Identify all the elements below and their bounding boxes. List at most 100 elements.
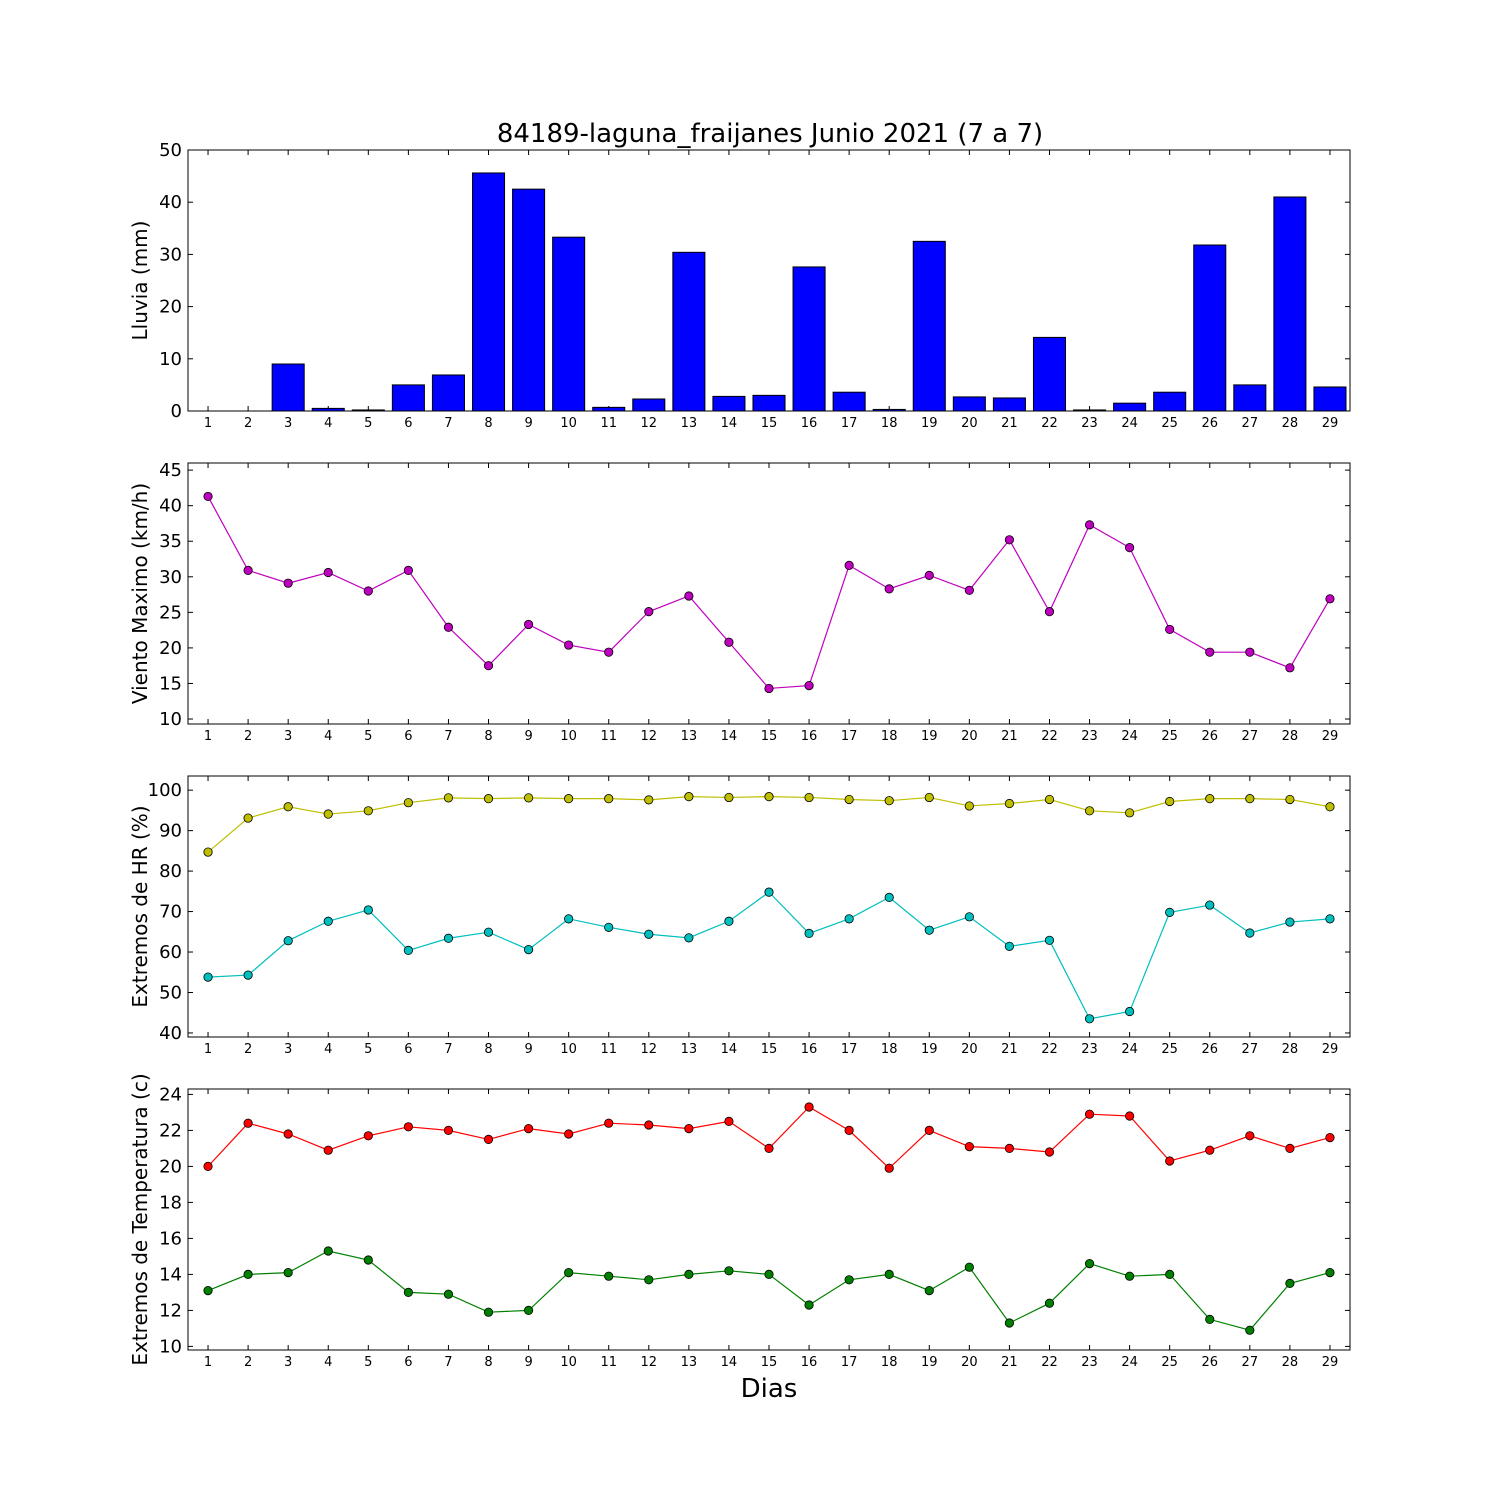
data-point: [844, 1275, 854, 1285]
x-tick-label: 11: [600, 729, 617, 744]
data-point: [323, 567, 333, 578]
x-tick-label: 16: [801, 1355, 818, 1370]
y-tick-label: 40: [159, 1023, 182, 1044]
x-tick-label: 20: [961, 729, 978, 744]
data-point: [1285, 1278, 1295, 1289]
y-tick-label: 40: [159, 192, 182, 213]
figure-title: 84189-laguna_fraijanes Junio 2021 (7 a 7…: [497, 119, 1043, 149]
x-tick-label: 3: [284, 1042, 292, 1057]
x-tick-label: 25: [1161, 416, 1178, 431]
data-point: [1285, 794, 1295, 805]
data-point: [1325, 594, 1335, 604]
data-point: [564, 914, 574, 924]
x-tick-label: 6: [404, 416, 412, 431]
x-tick-label: 15: [761, 1355, 778, 1370]
data-point: [1125, 1006, 1135, 1017]
data-point: [804, 792, 814, 803]
data-point: [604, 794, 614, 804]
x-tick-label: 17: [841, 729, 858, 744]
data-point: [1285, 1143, 1295, 1154]
data-point: [644, 1120, 654, 1130]
data-point: [564, 640, 574, 650]
x-tick-label: 25: [1161, 729, 1178, 744]
y-axis-label: Extremos de Temperatura (c): [128, 1073, 152, 1365]
data-point: [1285, 917, 1295, 927]
data-point: [764, 792, 774, 802]
x-tick-label: 24: [1121, 1042, 1138, 1057]
x-tick-label: 12: [641, 1355, 658, 1370]
x-tick-label: 18: [881, 1042, 898, 1057]
data-point: [884, 584, 894, 594]
data-point: [684, 591, 694, 601]
data-point: [1004, 535, 1015, 545]
x-tick-label: 21: [1001, 1042, 1018, 1057]
data-point: [1044, 794, 1055, 805]
x-tick-label: 26: [1201, 1355, 1218, 1370]
data-point: [724, 792, 734, 803]
x-tick-label: 10: [560, 729, 577, 744]
data-point: [203, 972, 213, 982]
x-tick-label: 23: [1081, 416, 1098, 431]
bar: [1273, 196, 1307, 412]
data-point: [804, 1102, 814, 1112]
data-point: [884, 1163, 894, 1173]
bar: [391, 384, 425, 412]
x-tick-label: 7: [444, 1355, 452, 1370]
data-point: [1165, 907, 1175, 917]
data-point: [1004, 941, 1015, 951]
x-tick-label: 26: [1201, 1042, 1218, 1057]
data-point: [964, 1142, 974, 1152]
y-tick-label: 20: [159, 1156, 182, 1177]
data-point: [884, 796, 894, 806]
x-tick-label: 2: [244, 1042, 252, 1057]
data-point: [924, 570, 934, 580]
data-point: [243, 1118, 253, 1128]
data-point: [243, 813, 253, 823]
x-tick-label: 16: [801, 416, 818, 431]
data-point: [964, 912, 974, 922]
x-tick-label: 9: [524, 1042, 532, 1057]
data-point: [1004, 1143, 1015, 1154]
data-point: [283, 1129, 293, 1139]
data-point: [283, 1268, 293, 1278]
x-tick-label: 5: [364, 729, 372, 744]
y-axis-label: Viento Maximo (km/h): [128, 483, 152, 704]
x-tick-label: 10: [560, 1355, 577, 1370]
x-tick-label: 15: [761, 416, 778, 431]
x-tick-label: 4: [324, 729, 332, 744]
x-tick-label: 5: [364, 1355, 372, 1370]
x-tick-label: 3: [284, 416, 292, 431]
data-point: [924, 1125, 934, 1136]
x-tick-label: 27: [1242, 729, 1259, 744]
y-axis-label: Extremos de HR (%): [128, 805, 152, 1007]
x-tick-label: 19: [921, 1042, 938, 1057]
x-tick-label: 15: [761, 1042, 778, 1057]
x-tick-label: 6: [404, 1042, 412, 1057]
data-point: [403, 945, 413, 956]
data-point: [1084, 806, 1095, 816]
data-point: [283, 802, 293, 812]
data-point: [323, 809, 333, 819]
data-point: [1044, 1298, 1055, 1308]
data-point: [483, 661, 494, 671]
data-point: [403, 1287, 413, 1298]
x-tick-label: 28: [1282, 416, 1299, 431]
y-tick-label: 70: [159, 902, 182, 923]
x-tick-label: 27: [1242, 416, 1259, 431]
x-tick-label: 17: [841, 1355, 858, 1370]
data-point: [764, 683, 774, 694]
data-point: [564, 1268, 574, 1278]
x-tick-label: 16: [801, 729, 818, 744]
y-axis-label: Lluvia (mm): [128, 221, 152, 341]
data-point: [564, 794, 574, 804]
x-tick-label: 13: [681, 729, 698, 744]
x-tick-label: 4: [324, 416, 332, 431]
data-point: [1125, 1111, 1135, 1121]
x-tick-label: 2: [244, 416, 252, 431]
data-point: [804, 1300, 814, 1310]
data-point: [684, 1269, 694, 1280]
x-tick-label: 17: [841, 416, 858, 431]
